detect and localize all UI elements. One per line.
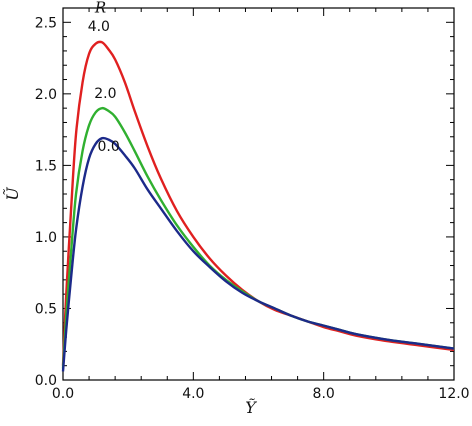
series-label-0: 4.0 xyxy=(88,19,110,35)
legend-title: R xyxy=(94,0,106,16)
x-tick-label: 12.0 xyxy=(438,386,469,402)
series-label-2: 0.0 xyxy=(97,139,119,155)
x-axis-title: Ỹ xyxy=(245,397,257,417)
y-tick-label: 1.5 xyxy=(35,158,57,174)
series-group xyxy=(61,40,455,372)
series-line-1 xyxy=(61,106,455,369)
plot-frame xyxy=(62,7,455,381)
y-tick-label: 0.5 xyxy=(35,301,57,317)
series-line-2 xyxy=(61,136,455,372)
y-tick-label: 2.0 xyxy=(35,87,57,103)
axes xyxy=(62,7,455,381)
x-tick-label: 8.0 xyxy=(313,386,335,402)
series-line-0 xyxy=(61,40,455,366)
y-tick-label: 2.5 xyxy=(35,15,57,31)
y-axis-title: Ũ xyxy=(2,187,22,201)
labels-group: 0.0 4.0 8.0 12.0 0.0 0.5 1.0 1.5 2.0 2.5 Ỹ Ũ 4.0 2.0 0… xyxy=(2,0,470,417)
x-tick-label: 0.0 xyxy=(52,386,74,402)
x-tick-label: 4.0 xyxy=(182,386,204,402)
y-tick-label: 0.0 xyxy=(35,373,57,389)
series-label-1: 2.0 xyxy=(94,86,116,102)
y-tick-label: 1.0 xyxy=(35,230,57,246)
